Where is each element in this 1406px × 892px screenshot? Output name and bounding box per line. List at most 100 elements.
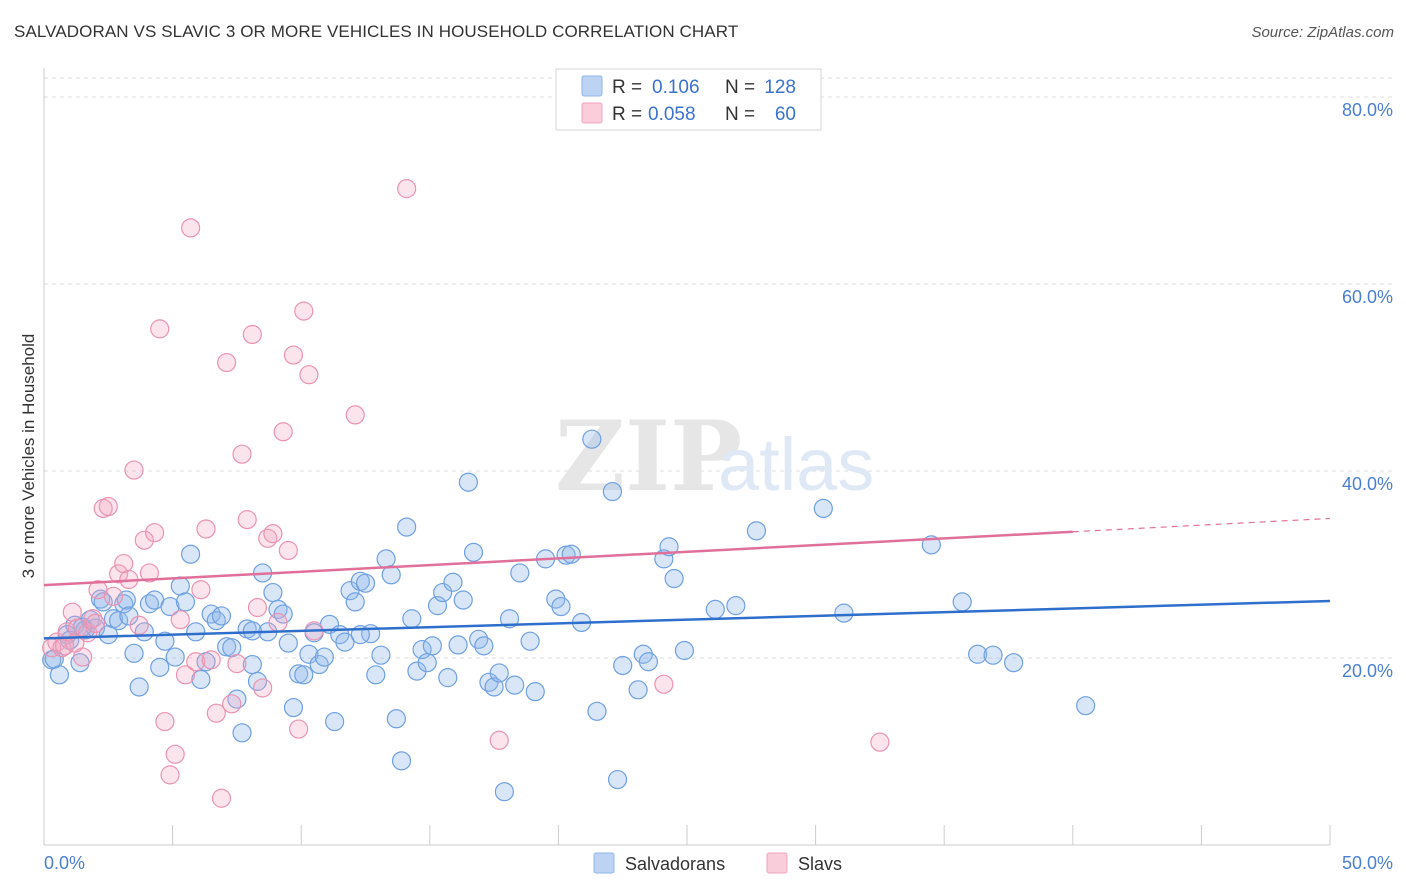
legend-bottom-swatch-salvadorans [593,852,615,874]
legend-stats: R = 0.106 N = 128 R = 0.058 N = 60 [555,68,822,131]
watermark: ZIP atlas [555,400,874,513]
point-salvadorans [582,429,602,449]
point-salvadorans [44,649,64,669]
point-salvadorans [376,549,396,569]
point-slavs [206,703,226,723]
point-slavs [98,496,118,517]
point-salvadorans [222,638,242,658]
point-slavs [155,711,175,732]
point-salvadorans [381,565,401,585]
point-salvadorans [813,498,833,518]
point-slavs [263,524,283,544]
point-salvadorans [402,609,422,629]
point-slavs [247,597,268,618]
point-slavs [294,301,314,321]
point-slavs [150,319,170,339]
point-slavs [273,422,293,442]
point-slavs [62,602,82,622]
y-tick-label: 80.0% [1342,100,1393,120]
point-slavs [237,510,257,530]
legend-bottom-swatch-slavs [766,852,788,874]
trend-line-slavs-extension [1072,517,1331,533]
point-salvadorans [139,594,160,614]
legend-bottom-label-salvadorans: Salvadorans [625,854,725,874]
point-salvadorans [1004,653,1024,673]
point-salvadorans [525,682,545,702]
point-salvadorans [155,631,175,651]
point-slavs [222,694,242,714]
point-salvadorans [968,644,988,664]
legend-r-value: 0.106 [652,77,700,98]
point-salvadorans [1076,696,1096,716]
point-salvadorans [247,671,268,691]
watermark-zip: ZIP [555,400,742,513]
axes [43,68,1331,846]
point-slavs [191,580,211,600]
point-slavs [108,564,129,584]
legend-r-label: R = [612,104,642,125]
series-salvadorans [42,429,1096,802]
grid-lines [44,77,1392,659]
point-salvadorans [674,640,695,661]
point-salvadorans [510,563,530,583]
point-slavs [253,678,273,698]
point-salvadorans [181,544,201,564]
trend-line-salvadorans [43,599,1331,640]
legend-r-value: 0.058 [648,104,696,125]
y-axis-label: 3 or more Vehicles in Household [19,334,38,579]
point-salvadorans [150,657,170,677]
point-salvadorans [355,573,376,593]
legend-bottom-label-slavs: Slavs [798,854,842,874]
legend-swatch-salvadorans [581,75,603,97]
point-slavs [345,405,365,425]
point-slavs [134,530,154,550]
trend-lines [43,517,1331,640]
point-salvadorans [520,631,540,651]
point-slavs [139,563,160,583]
point-slavs [489,730,509,750]
point-salvadorans [448,635,468,655]
point-salvadorans [664,568,684,589]
y-tick-labels: 20.0% 40.0% 60.0% 80.0% [1342,100,1393,681]
point-salvadorans [93,592,113,612]
legend-n-label: N = [725,104,755,125]
point-slavs [85,613,106,634]
point-salvadorans [129,677,149,697]
point-salvadorans [294,665,314,685]
point-slavs [283,345,304,365]
point-salvadorans [170,576,190,596]
watermark-atlas: atlas [718,423,874,506]
point-salvadorans [983,645,1003,665]
legend-n-value: 128 [764,77,796,98]
point-salvadorans [366,665,386,685]
point-slavs [103,586,124,606]
y-tick-label: 40.0% [1342,474,1393,494]
point-slavs [165,744,185,764]
point-slavs [654,674,674,694]
point-slavs [181,218,201,238]
point-salvadorans [438,668,458,688]
point-slavs [278,540,298,561]
point-slavs [232,444,252,464]
point-salvadorans [314,647,334,667]
point-salvadorans [458,472,478,492]
y-tick-label: 60.0% [1342,287,1393,307]
trend-line-slavs [43,530,1073,587]
chart-title: SALVADORAN VS SLAVIC 3 OR MORE VEHICLES … [14,22,739,41]
point-salvadorans [175,592,196,612]
point-salvadorans [705,599,725,619]
point-salvadorans [165,647,185,667]
point-slavs [268,612,288,633]
point-salvadorans [371,645,391,665]
point-slavs [870,732,890,752]
point-slavs [211,788,232,808]
point-slavs [160,765,180,785]
point-salvadorans [469,629,489,649]
point-salvadorans [474,636,494,656]
point-slavs [54,636,75,656]
point-salvadorans [283,697,304,718]
point-slavs [124,460,144,480]
point-salvadorans [726,596,746,616]
point-slavs [170,610,190,630]
legend-series: Salvadorans Slavs [593,852,842,874]
